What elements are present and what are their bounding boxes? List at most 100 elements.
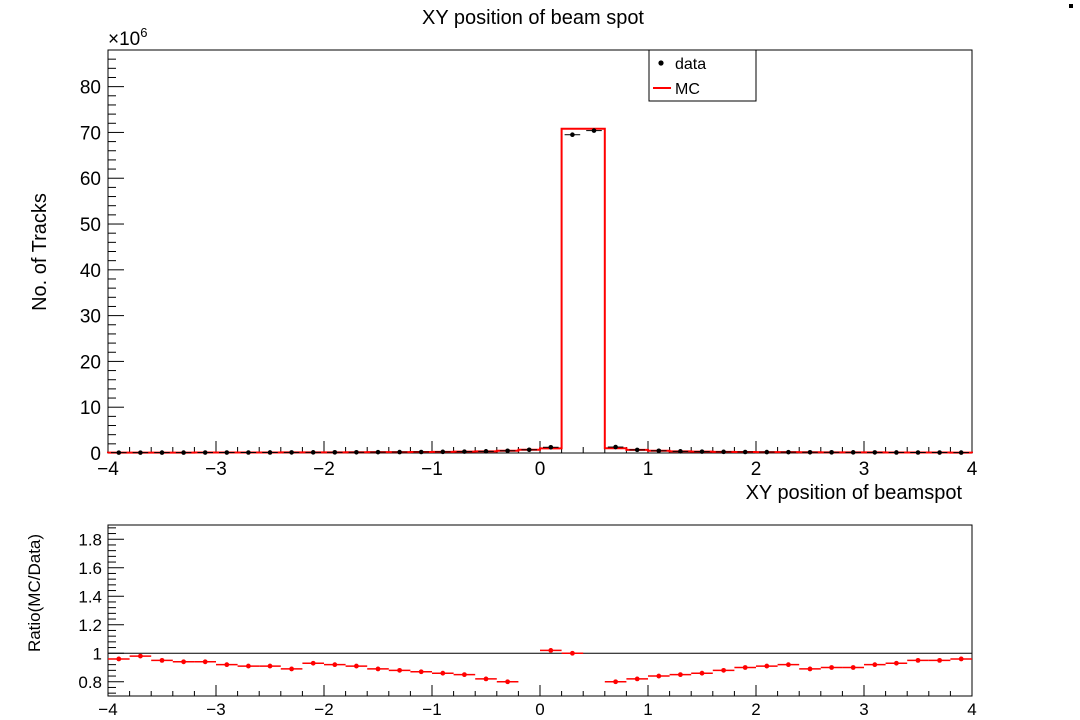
ratio-point [699,670,705,676]
ratio-point [678,672,683,678]
ratio-point [246,663,251,669]
y-tick-label: 20 [80,352,101,373]
ratio-point [267,663,273,669]
legend-data-marker [658,60,664,66]
data-point [116,450,122,455]
ratio-point [289,666,294,672]
data-point [548,444,554,450]
ratio-point [613,679,618,685]
data-point [267,450,273,455]
ratio-y-tick-label: 1.2 [78,616,102,635]
ratio-point [138,653,143,659]
ratio-point [397,667,402,673]
data-point [613,444,618,450]
ratio-y-tick-label: 1.8 [78,530,102,549]
ratio-x-tick-label: 3 [859,700,868,719]
y-tick-label: 40 [80,261,101,282]
data-point [224,450,230,455]
ratio-point [505,679,510,685]
data-point [894,450,899,455]
ratio-point [894,660,899,666]
x-tick-label: 2 [751,459,762,480]
y-axis-label: No. of Tracks [29,193,51,311]
data-point [699,449,705,454]
data-point [742,449,748,455]
data-point [440,449,446,455]
ratio-point [656,673,662,679]
data-point [289,450,294,455]
data-point [246,450,251,455]
y-tick-label: 30 [80,307,101,328]
data-point [656,448,662,454]
ratio-marks [108,648,972,685]
x-tick-label: −2 [313,459,335,480]
data-point [721,449,726,455]
ratio-point [375,666,381,672]
ratio-x-tick-label: 1 [643,700,652,719]
x-tick-label: 1 [643,459,654,480]
ratio-point [764,663,770,669]
ratio-point [937,657,942,663]
x-tick-label: 0 [535,459,546,480]
data-point [591,128,597,133]
data-point [505,448,510,454]
data-point [634,447,640,453]
main-plot: XY position of beam spot −4 −3 −2 −1 0 1 2 3 401… [29,7,978,504]
y-tick-label: 10 [80,398,101,419]
data-point [937,450,942,455]
y-tick-label: 60 [80,169,101,190]
data-point [526,447,532,453]
ratio-x-tick-label: 4 [967,700,976,719]
ratio-point [634,676,640,682]
ratio-frame [107,524,973,697]
x-tick-label: 3 [859,459,870,480]
mc-histogram-line [107,127,973,454]
x-tick-label: −3 [205,459,227,480]
data-point [829,450,834,455]
ratio-y-tick-label: 1 [93,644,102,663]
ratio-point [202,659,208,665]
ratio-y-tick-label: 1.4 [78,587,102,606]
ratio-x-tick-label: −4 [98,700,117,719]
ratio-point [159,657,165,663]
x-tick-label: −4 [97,459,119,480]
ratio-point [224,662,230,668]
ratio-point [418,669,424,675]
data-point [764,449,770,455]
ratio-point [332,662,338,668]
legend-box [648,49,757,102]
main-frame [107,49,973,454]
data-point [397,449,402,455]
ratio-x-tick-label: −1 [422,700,441,719]
corner-marker [1069,4,1073,8]
y-tick-label: 0 [90,444,101,465]
ratio-point [354,663,359,669]
x-axis-label: XY position of beamspot [746,482,963,504]
ratio-point [181,659,187,665]
legend: data MC [648,49,757,102]
data-point [310,450,316,455]
data-point [807,449,813,455]
data-point [483,449,489,454]
y-exponent-label: ×106 [108,25,147,50]
ratio-point [548,648,554,653]
ratio-x-tick-label: 0 [535,700,544,719]
data-point [202,450,208,455]
data-point [915,450,921,455]
legend-mc-label: MC [675,81,700,98]
data-point [678,449,683,454]
ratio-point [462,672,467,678]
ratio-point [829,665,834,670]
data-point [418,449,424,455]
ratio-y-axis-label: Ratio(MC/Data) [25,534,44,652]
data-point [570,132,575,138]
ratio-point [850,665,856,670]
ratio-y-tick-label: 0.8 [78,673,102,692]
ratio-point [116,656,122,662]
legend-data-label: data [675,56,706,73]
main-title: XY position of beam spot [422,7,644,29]
ratio-point [570,650,575,656]
data-point [786,449,791,455]
data-point [354,449,359,455]
